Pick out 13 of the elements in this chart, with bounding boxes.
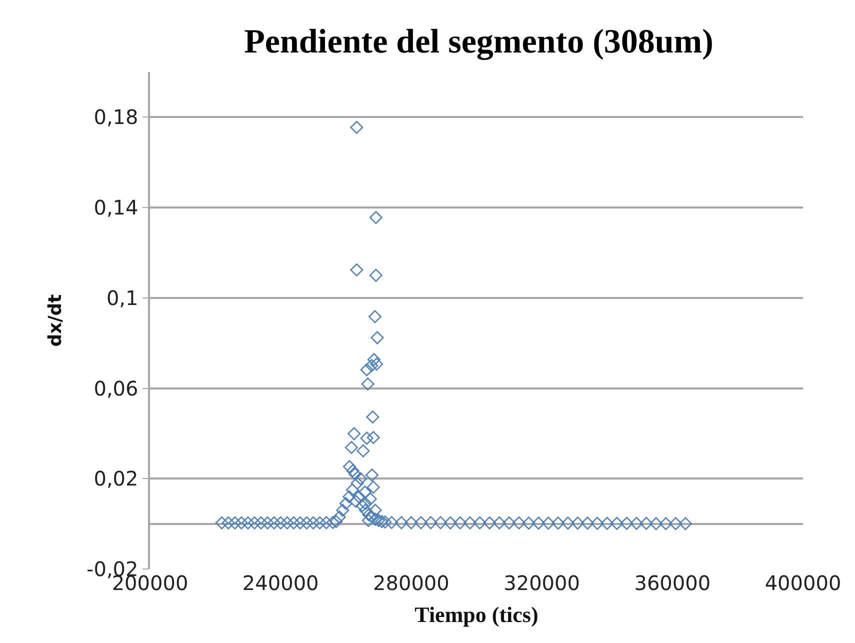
x-axis-title: Tiempo (tics) bbox=[414, 602, 538, 627]
y-tick-label: 0,1 bbox=[106, 286, 138, 310]
y-tick-label: 0,18 bbox=[94, 105, 138, 130]
y-tick-label: 0,02 bbox=[94, 466, 138, 491]
x-tick-label: 360000 bbox=[634, 571, 711, 595]
y-tick-label: 0,14 bbox=[94, 196, 138, 220]
x-tick-label: 240000 bbox=[242, 571, 319, 595]
x-tick-label: 280000 bbox=[373, 571, 450, 595]
y-tick-label: 0,06 bbox=[94, 376, 138, 400]
y-axis-title: dx/dt bbox=[45, 294, 66, 347]
chart-title: Pendiente del segmento (308um) bbox=[244, 24, 714, 61]
x-tick-label: 400000 bbox=[764, 571, 842, 595]
x-tick-label: 320000 bbox=[504, 571, 580, 595]
